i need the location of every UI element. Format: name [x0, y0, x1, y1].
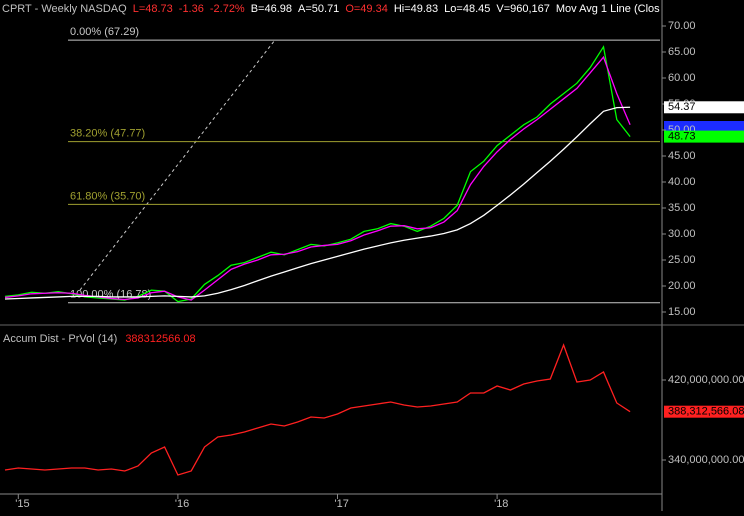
x-tick-label: '15 — [15, 498, 29, 510]
fib-label: 38.20% (47.77) — [70, 128, 145, 140]
ma-tag — [664, 121, 744, 131]
y-tick-label: 40.00 — [668, 176, 696, 188]
fib-label: 61.80% (35.70) — [70, 190, 145, 202]
x-tick-label: '17 — [335, 498, 349, 510]
panel-title: Accum Dist - PrVol (14) — [3, 333, 117, 345]
price-tag — [664, 130, 744, 143]
y-tick-label: 20.00 — [668, 280, 696, 292]
price-tag-label: 48.73 — [668, 131, 696, 143]
y-tick-label: 65.00 — [668, 46, 696, 58]
price-tag-label: 54.37 — [668, 101, 696, 113]
price-tag — [664, 101, 744, 114]
header-item: -2.72% — [210, 3, 245, 15]
header-item: Hi=49.83 — [394, 3, 438, 15]
header-item: A=50.71 — [298, 3, 339, 15]
panel-value: 388312566.08 — [125, 333, 195, 345]
x-tick-label: '18 — [494, 498, 508, 510]
fib-fan-line — [79, 39, 276, 291]
header-item: CPRT - Weekly NASDAQ — [2, 3, 127, 15]
header-item: Lo=48.45 — [444, 3, 490, 15]
y-tick-label: 45.00 — [668, 150, 696, 162]
y-tick-label: 30.00 — [668, 228, 696, 240]
y-tick-label: 340,000,000.00 — [668, 454, 744, 466]
header-item: O=49.34 — [345, 3, 388, 15]
y-tick-label: 70.00 — [668, 20, 696, 32]
y-tick-label: 35.00 — [668, 202, 696, 214]
y-tick-label: 25.00 — [668, 254, 696, 266]
fib-label: 0.00% (67.29) — [70, 26, 139, 38]
series-line — [4, 106, 631, 300]
price-tag-label: 388,312,566.08 — [668, 406, 744, 418]
series-line — [4, 55, 631, 301]
header-item: L=48.73 — [133, 3, 173, 15]
x-tick-label: '16 — [175, 498, 189, 510]
header-item: V=960,167 — [496, 3, 550, 15]
header-item: B=46.98 — [251, 3, 292, 15]
header-item: Mov Avg 1 Line (Clos — [556, 3, 660, 15]
header-item: -1.36 — [179, 3, 204, 15]
y-tick-label: 15.00 — [668, 306, 696, 318]
y-tick-label: 60.00 — [668, 72, 696, 84]
y-tick-label: 420,000,000.00 — [668, 374, 744, 386]
price-tag — [664, 405, 744, 418]
series-line — [4, 343, 631, 476]
